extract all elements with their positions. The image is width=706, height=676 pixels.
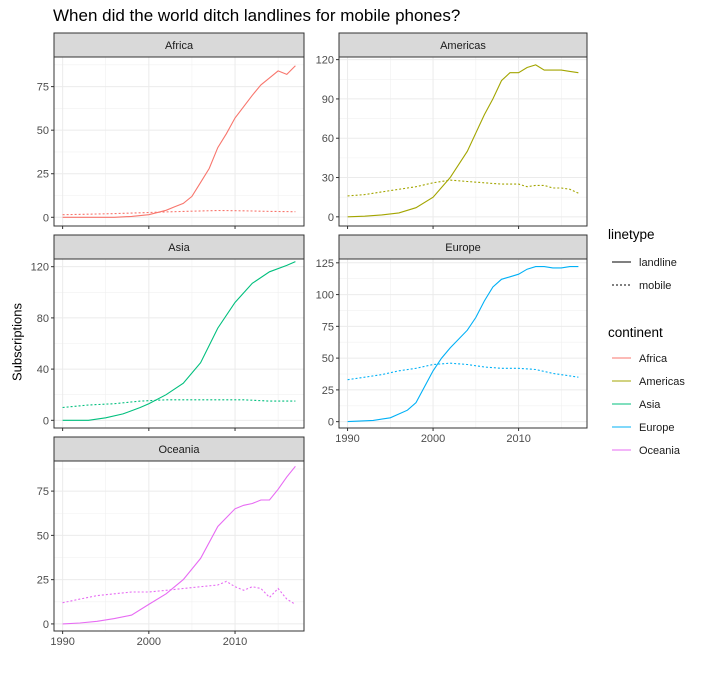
- legend-label-asia: Asia: [639, 399, 661, 411]
- panel-background: [339, 57, 587, 226]
- y-tick-label: 25: [37, 575, 49, 587]
- series-line-asia-landline: [62, 399, 296, 409]
- series-line-europe-mobile: [347, 266, 579, 423]
- legend-label-mobile: mobile: [639, 280, 671, 292]
- strip-oceania: [53, 436, 305, 462]
- y-tick-label: 80: [37, 313, 49, 325]
- legend-label-europe: Europe: [639, 422, 674, 434]
- y-tick-label: 0: [43, 415, 49, 427]
- panel-border: [53, 56, 305, 227]
- panel-border: [338, 56, 588, 227]
- legend-label-landline: landline: [639, 257, 677, 269]
- strip-label: Americas: [440, 40, 486, 52]
- panel-africa: Africa 0 25 50 75: [37, 32, 305, 229]
- series-line-africa-mobile: [62, 65, 296, 218]
- strip-label: Africa: [165, 40, 194, 52]
- panel-border: [53, 460, 305, 632]
- panel-oceania: Oceania 0 25 50 75 1990 2000 2010: [37, 436, 305, 648]
- facet-panels: Africa 0 25 50 75 Americas 0 30 60 90 120 Asia 0 40 80…: [31, 32, 588, 648]
- y-tick-label: 0: [328, 212, 334, 224]
- legend-label-oceania: Oceania: [639, 445, 681, 457]
- y-tick-label: 125: [316, 258, 334, 270]
- series-line-americas-mobile: [347, 64, 579, 218]
- y-tick-label: 50: [37, 530, 49, 542]
- legend-title-continent: continent: [608, 325, 663, 340]
- panel-background: [54, 57, 304, 226]
- x-tick-label: 2000: [421, 433, 445, 445]
- y-tick-label: 50: [37, 125, 49, 137]
- y-tick-label: 50: [322, 353, 334, 365]
- panel-border: [338, 258, 588, 429]
- strip-africa: [53, 32, 305, 58]
- y-tick-label: 120: [316, 55, 334, 67]
- strip-label: Oceania: [159, 444, 201, 456]
- x-tick-label: 2010: [506, 433, 530, 445]
- y-tick-label: 120: [31, 262, 49, 274]
- y-tick-label: 40: [37, 364, 49, 376]
- legend: linetype landline mobile continent Africa Ame…: [608, 227, 685, 457]
- y-tick-label: 0: [43, 619, 49, 631]
- y-tick-label: 0: [43, 212, 49, 224]
- y-tick-label: 60: [322, 133, 334, 145]
- series-line-oceania-mobile: [62, 465, 296, 625]
- y-tick-label: 25: [322, 385, 334, 397]
- series-line-africa-landline: [62, 209, 296, 216]
- strip-europe: [338, 234, 588, 260]
- chart-title: When did the world ditch landlines for m…: [53, 6, 461, 25]
- strip-label: Asia: [168, 242, 190, 254]
- strip-americas: [338, 32, 588, 58]
- x-tick-label: 2010: [223, 636, 247, 648]
- legend-label-africa: Africa: [639, 353, 668, 365]
- panel-europe: Europe 0 25 50 75 100 125 1990 2000 2010: [316, 234, 588, 445]
- y-tick-label: 30: [322, 173, 334, 185]
- x-tick-label: 1990: [50, 636, 74, 648]
- series-line-americas-landline: [347, 179, 579, 197]
- series-line-asia-mobile: [62, 261, 296, 421]
- y-tick-label: 75: [37, 82, 49, 94]
- panel-americas: Americas 0 30 60 90 120: [316, 32, 588, 229]
- y-tick-label: 75: [322, 321, 334, 333]
- y-tick-label: 75: [37, 486, 49, 498]
- series-line-oceania-landline: [62, 580, 296, 605]
- y-tick-label: 25: [37, 169, 49, 181]
- legend-title-linetype: linetype: [608, 227, 655, 242]
- panel-asia: Asia 0 40 80 120: [31, 234, 305, 431]
- y-tick-label: 0: [328, 417, 334, 429]
- x-tick-label: 1990: [335, 433, 359, 445]
- panel-border: [53, 258, 305, 429]
- legend-label-americas: Americas: [639, 376, 685, 388]
- panel-background: [339, 259, 587, 428]
- y-tick-label: 100: [316, 290, 334, 302]
- series-line-europe-landline: [347, 362, 579, 381]
- panel-background: [54, 461, 304, 631]
- x-tick-label: 2000: [137, 636, 161, 648]
- strip-label: Europe: [445, 242, 480, 254]
- y-tick-label: 90: [322, 94, 334, 106]
